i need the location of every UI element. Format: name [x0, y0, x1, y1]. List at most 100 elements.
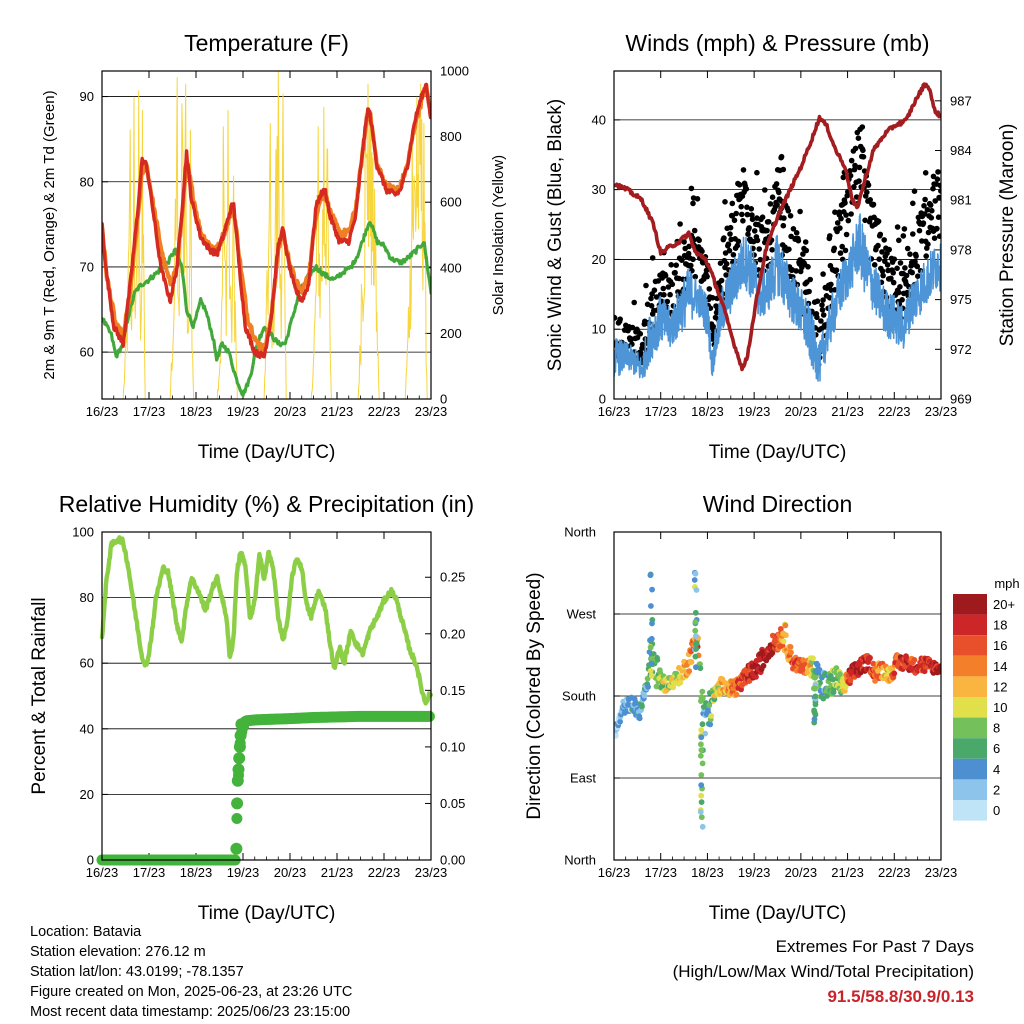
precip-point: [231, 797, 244, 810]
gust-point: [922, 170, 929, 176]
gust-point: [637, 331, 644, 337]
direction-point: [698, 799, 705, 805]
gust-point: [800, 251, 806, 257]
direction-point: [632, 699, 639, 705]
direction-point: [812, 673, 819, 680]
direction-point: [708, 713, 715, 719]
gust-point: [820, 312, 827, 318]
gust-point: [721, 235, 727, 241]
gust-point: [921, 211, 928, 217]
gust-point: [649, 255, 656, 261]
wind-ytick-label: 10: [592, 322, 606, 337]
gust-point: [723, 261, 730, 267]
gust-point: [733, 210, 739, 217]
gust-point: [913, 253, 919, 259]
gust-point: [748, 206, 755, 212]
temp-y2tick-label: 600: [440, 195, 462, 210]
gust-point: [739, 211, 745, 218]
gust-point: [831, 245, 838, 252]
gust-point: [856, 164, 863, 171]
gust-point: [793, 230, 800, 236]
direction-point: [867, 654, 873, 661]
direction-point: [833, 665, 840, 671]
precip-point: [231, 813, 243, 824]
solar-insolation-line: [122, 71, 431, 399]
temp-y2tick-label: 0: [440, 392, 447, 407]
direction-point: [698, 814, 705, 821]
gust-point: [847, 168, 853, 174]
gust-point: [922, 196, 928, 203]
gust-point: [848, 157, 855, 164]
gust-point: [864, 189, 870, 196]
wind-series: [614, 82, 941, 382]
station-info: Location: Batavia Station elevation: 276…: [30, 922, 352, 1022]
relative-humidity-line: [99, 535, 433, 706]
gust-point: [842, 200, 848, 206]
gust-point: [725, 241, 732, 247]
gust-point: [894, 265, 900, 272]
direction-point: [699, 823, 706, 830]
direction-point: [636, 715, 643, 722]
gust-point: [828, 281, 834, 288]
speed-legend-title: mph: [994, 576, 1019, 591]
gust-point: [877, 231, 884, 238]
speed-legend-label: 6: [993, 741, 1000, 756]
direction-point: [698, 772, 705, 778]
direction-point: [691, 577, 698, 583]
figure-created: Figure created on Mon, 2025-06-23, at 23…: [30, 984, 353, 1000]
speed-legend-label: 16: [993, 638, 1007, 653]
direction-point: [788, 649, 794, 656]
gust-point: [769, 247, 775, 253]
gust-point: [805, 264, 811, 270]
wind-y2tick-label: 987: [950, 93, 972, 108]
rh-xtick-label: 18/23: [180, 865, 213, 880]
gust-point: [754, 237, 761, 244]
gust-point: [906, 283, 912, 290]
dir-plot-border: [613, 531, 942, 861]
direction-point: [693, 587, 700, 593]
gust-point: [661, 292, 667, 298]
gust-point: [686, 243, 692, 250]
wind-y2tick-label: 981: [950, 193, 972, 208]
gust-point: [936, 233, 941, 239]
wind-xtick-label: 23/23: [925, 404, 958, 419]
rh-series: [96, 535, 435, 866]
station-latlon: Station lat/lon: 43.0199; -78.1357: [30, 964, 244, 980]
direction-point: [921, 668, 928, 675]
gust-point: [704, 273, 710, 280]
gust-point: [923, 253, 929, 259]
precip-point: [233, 752, 246, 765]
gust-point: [780, 222, 787, 229]
rh-ytick-label: 100: [72, 525, 94, 540]
gust-point: [833, 267, 840, 274]
gust-point: [909, 269, 915, 276]
direction-point: [698, 727, 705, 733]
gust-point: [934, 176, 941, 182]
direction-point: [648, 660, 655, 667]
gust-point: [814, 314, 820, 321]
gust-point: [938, 188, 941, 194]
gust-point: [851, 166, 858, 173]
gust-point: [927, 202, 934, 208]
gust-point: [843, 231, 850, 238]
temp-ytick-label: 90: [80, 89, 94, 104]
speed-legend-swatch: [953, 717, 987, 739]
speed-legend-label: 8: [993, 721, 1000, 736]
wind-xtick-label: 20/23: [785, 404, 818, 419]
gust-point: [930, 173, 937, 180]
direction-point: [780, 638, 787, 645]
direction-point: [812, 711, 819, 718]
rh-plot-border: [101, 531, 432, 861]
gust-point: [819, 302, 825, 308]
direction-point: [647, 572, 654, 579]
gust-point: [845, 217, 852, 224]
gust-point: [820, 271, 826, 277]
speed-legend: mph 20+ 18 16 14 12 10 8 6 4 2 0: [953, 576, 1020, 821]
gust-point: [756, 246, 762, 252]
gust-point: [665, 284, 672, 290]
direction-point: [647, 668, 654, 674]
gust-point: [899, 297, 905, 303]
gust-point: [890, 270, 896, 276]
temp-xtick-label: 23/23: [415, 404, 448, 419]
gust-point: [648, 295, 654, 302]
